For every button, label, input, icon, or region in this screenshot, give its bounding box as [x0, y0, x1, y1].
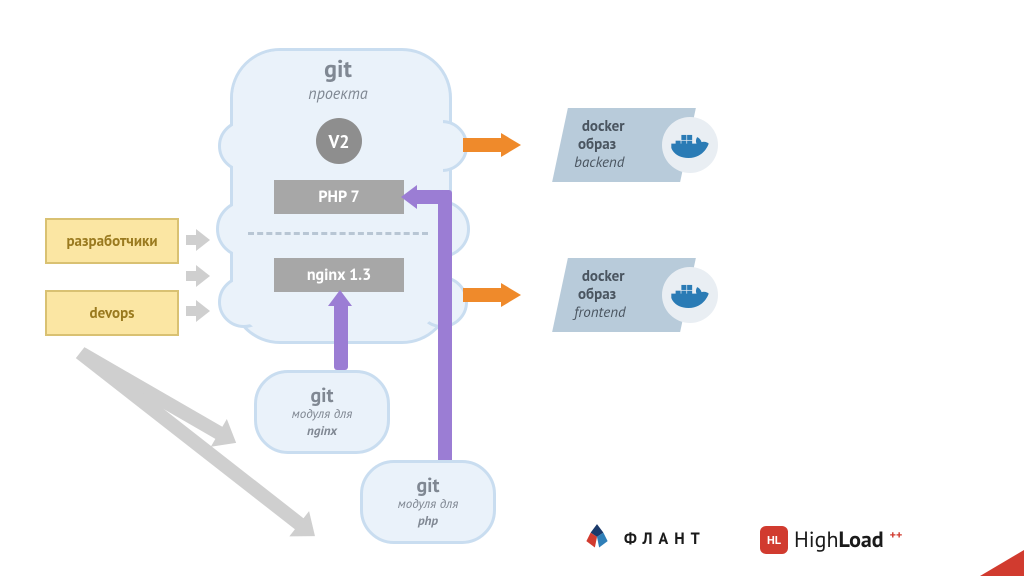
cloud-divider — [248, 232, 428, 235]
git-php-title: git — [416, 475, 439, 495]
hl-badge-text: HL — [767, 533, 781, 548]
arrow-roles-3 — [186, 300, 208, 322]
flant-icon — [580, 522, 614, 556]
hl-bold: Load — [839, 526, 884, 554]
git-nginx-tech: nginx — [307, 422, 337, 439]
purple-php-vert — [438, 196, 452, 464]
php-label: PHP 7 — [318, 187, 359, 207]
role-developers-label: разработчики — [66, 232, 157, 251]
git-nginx-title: git — [310, 385, 333, 405]
role-developers: разработчики — [45, 218, 179, 264]
arrow-roles-2 — [186, 265, 208, 287]
purple-nginx-line — [334, 302, 348, 370]
nginx-box: nginx 1.3 — [274, 258, 404, 292]
arrow-roles-1 — [186, 229, 208, 251]
git-php-cloud: git модуля для php — [360, 460, 496, 544]
version-badge-label: V2 — [328, 130, 349, 153]
hl-plus: ++ — [890, 528, 903, 543]
git-php-sub: модуля для — [398, 495, 459, 512]
highload-logo: HL HighLoad ++ — [760, 526, 902, 554]
nginx-label: nginx 1.3 — [307, 265, 371, 285]
git-php-tech: php — [418, 512, 438, 529]
flant-text: ФЛАНТ — [624, 529, 706, 549]
git-nginx-cloud: git модуля для nginx — [254, 370, 390, 454]
role-devops-label: devops — [89, 304, 134, 323]
purple-php-head — [401, 185, 417, 209]
hl-badge: HL — [760, 526, 788, 554]
purple-nginx-head — [328, 290, 352, 306]
git-project-sub: проекта — [230, 84, 446, 104]
docker-whale-icon — [662, 267, 718, 323]
corner-accent — [980, 550, 1024, 576]
arrow-to-frontend — [463, 283, 523, 307]
flant-logo: ФЛАНТ — [580, 522, 706, 556]
hl-light: High — [794, 526, 839, 554]
docker-whale-icon — [662, 117, 718, 173]
git-nginx-sub: модуля для — [292, 405, 353, 422]
php-box: PHP 7 — [274, 180, 404, 214]
arrow-to-backend — [463, 133, 523, 157]
role-devops: devops — [45, 290, 179, 336]
git-project-title: git — [230, 56, 446, 81]
version-badge: V2 — [316, 118, 362, 164]
hl-text: HighLoad — [794, 526, 884, 554]
